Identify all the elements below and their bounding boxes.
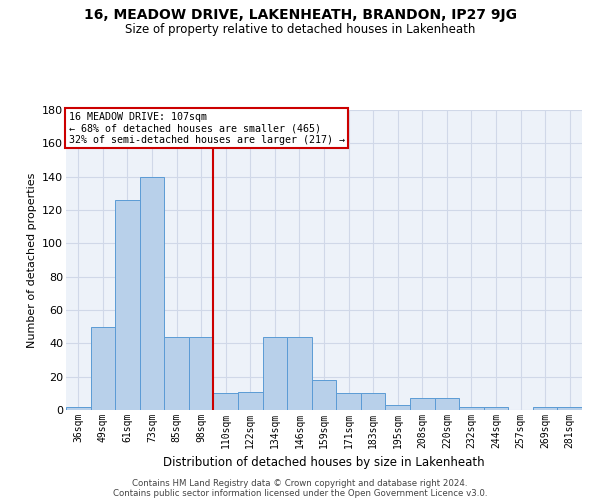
Bar (410, 398, 434, 410)
Bar (115, 200, 140, 410)
Bar (336, 394, 361, 410)
Bar (533, 406, 557, 410)
Text: Contains public sector information licensed under the Open Government Licence v3: Contains public sector information licen… (113, 488, 487, 498)
Text: 16 MEADOW DRIVE: 107sqm
← 68% of detached houses are smaller (465)
32% of semi-d: 16 MEADOW DRIVE: 107sqm ← 68% of detache… (68, 112, 344, 144)
Bar (238, 392, 263, 410)
Bar (557, 406, 582, 410)
Bar (214, 394, 238, 410)
X-axis label: Distribution of detached houses by size in Lakenheath: Distribution of detached houses by size … (163, 456, 485, 469)
Text: 16, MEADOW DRIVE, LAKENHEATH, BRANDON, IP27 9JG: 16, MEADOW DRIVE, LAKENHEATH, BRANDON, I… (83, 8, 517, 22)
Bar (385, 405, 410, 410)
Bar (459, 406, 484, 410)
Bar (361, 394, 385, 410)
Bar (312, 380, 336, 410)
Bar (91, 326, 115, 410)
Bar (287, 336, 312, 410)
Bar (189, 336, 214, 410)
Y-axis label: Number of detached properties: Number of detached properties (26, 172, 37, 348)
Bar (164, 336, 189, 410)
Bar (263, 336, 287, 410)
Bar (484, 406, 508, 410)
Bar (66, 406, 91, 410)
Bar (140, 176, 164, 410)
Bar (434, 398, 459, 410)
Text: Size of property relative to detached houses in Lakenheath: Size of property relative to detached ho… (125, 22, 475, 36)
Text: Contains HM Land Registry data © Crown copyright and database right 2024.: Contains HM Land Registry data © Crown c… (132, 478, 468, 488)
